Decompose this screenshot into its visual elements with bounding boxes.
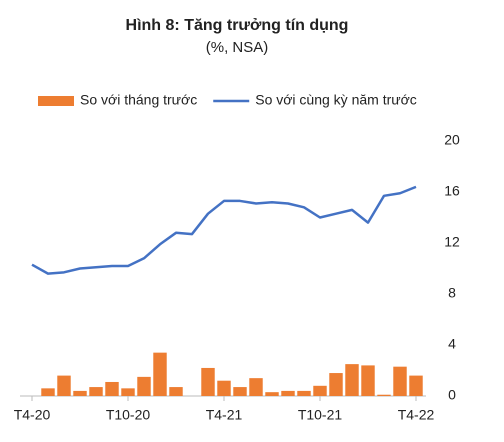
x-tick-label: T4-22 (398, 407, 435, 423)
chart-subtitle: (%, NSA) (206, 39, 269, 56)
bar (201, 367, 215, 396)
bar (409, 375, 423, 396)
chart-title: Hình 8: Tăng trưởng tín dụng (126, 17, 349, 34)
bar (265, 392, 279, 396)
y-tick-label: 16 (444, 183, 460, 199)
bar (73, 390, 87, 396)
bar (153, 352, 167, 396)
bar (41, 388, 55, 396)
bar (329, 373, 343, 396)
x-tick-label: T4-21 (206, 407, 243, 423)
legend-label: So với cùng kỳ năm trước (255, 92, 417, 108)
legend-swatch (38, 96, 74, 106)
y-tick-label: 12 (444, 234, 460, 250)
bar (361, 365, 375, 396)
bar (313, 385, 327, 396)
x-tick-label: T10-21 (298, 407, 343, 423)
line (31, 185, 417, 275)
y-tick-label: 4 (448, 336, 456, 352)
bar (249, 378, 263, 396)
bar (377, 394, 391, 396)
bar (137, 376, 151, 396)
y-tick-label: 20 (444, 132, 460, 148)
bar (297, 390, 311, 396)
bar (105, 381, 119, 396)
y-tick-label: 8 (448, 285, 456, 301)
x-tick-label: T4-20 (14, 407, 51, 423)
y-tick-label: 0 (448, 387, 456, 403)
x-tick-label: T10-20 (106, 407, 151, 423)
bar (345, 364, 359, 396)
bar (281, 390, 295, 396)
legend-label: So với tháng trước (80, 92, 197, 108)
bar (393, 366, 407, 396)
bar (57, 375, 71, 396)
bar (233, 387, 247, 396)
bar (121, 388, 135, 396)
bar (89, 387, 103, 396)
bar (169, 387, 183, 396)
bar (217, 380, 231, 396)
